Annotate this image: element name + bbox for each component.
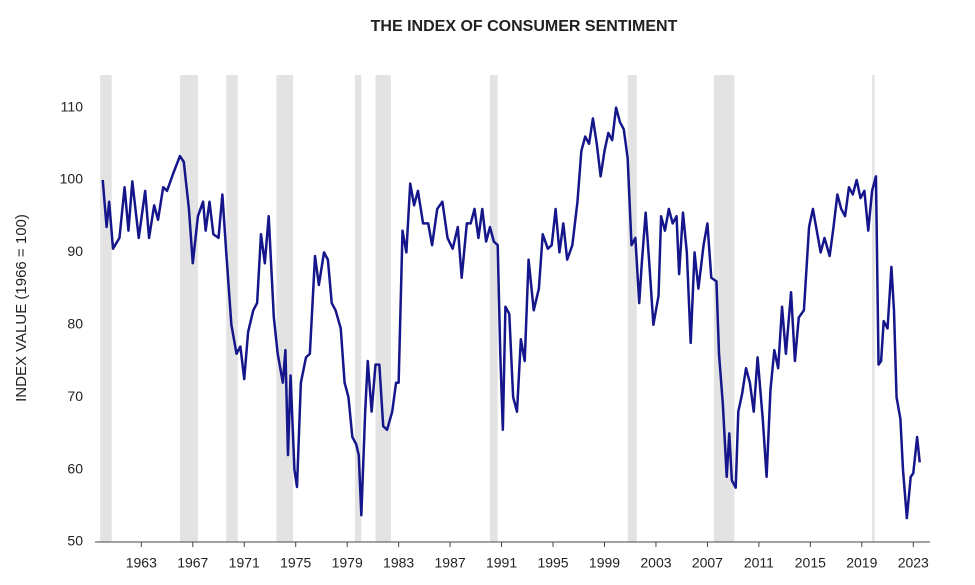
recession-band (226, 75, 238, 542)
x-tick-label: 2015 (795, 555, 826, 571)
y-tick-label: 50 (67, 533, 83, 549)
y-axis-label: INDEX VALUE (1966 = 100) (13, 214, 30, 402)
x-tick-label: 1975 (280, 555, 311, 571)
x-tick-label: 2007 (692, 555, 723, 571)
recession-band (354, 75, 362, 542)
recession-band (375, 75, 391, 542)
x-tick-label: 2023 (898, 555, 929, 571)
y-tick-label: 70 (67, 388, 83, 404)
x-tick-label: 1983 (383, 555, 414, 571)
x-tick-label: 1963 (126, 555, 157, 571)
x-tick-label: 2011 (744, 555, 774, 571)
recession-band (100, 75, 112, 542)
chart-title: THE INDEX OF CONSUMER SENTIMENT (371, 18, 678, 35)
x-tick-label: 1979 (332, 555, 363, 571)
y-tick-label: 80 (67, 315, 83, 331)
recession-band (872, 75, 875, 542)
recession-band (276, 75, 294, 542)
x-tick-label: 1987 (435, 555, 466, 571)
y-tick-label: 110 (61, 98, 84, 114)
x-tick-label: 1991 (486, 555, 517, 571)
x-tick-label: 2019 (846, 555, 877, 571)
recession-band (627, 75, 637, 542)
recession-band (179, 75, 198, 542)
recession-band (489, 75, 498, 542)
y-tick-label: 90 (67, 243, 83, 259)
line-series (101, 106, 921, 520)
y-tick-label: 100 (60, 171, 84, 187)
y-tick-label: 60 (67, 460, 83, 476)
x-tick-label: 1995 (537, 555, 568, 571)
x-tick-label: 2003 (640, 555, 671, 571)
x-tick-label: 1967 (177, 555, 208, 571)
recession-band (713, 75, 735, 542)
x-tick-label: 1971 (229, 555, 260, 571)
x-tick-label: 1999 (589, 555, 620, 571)
